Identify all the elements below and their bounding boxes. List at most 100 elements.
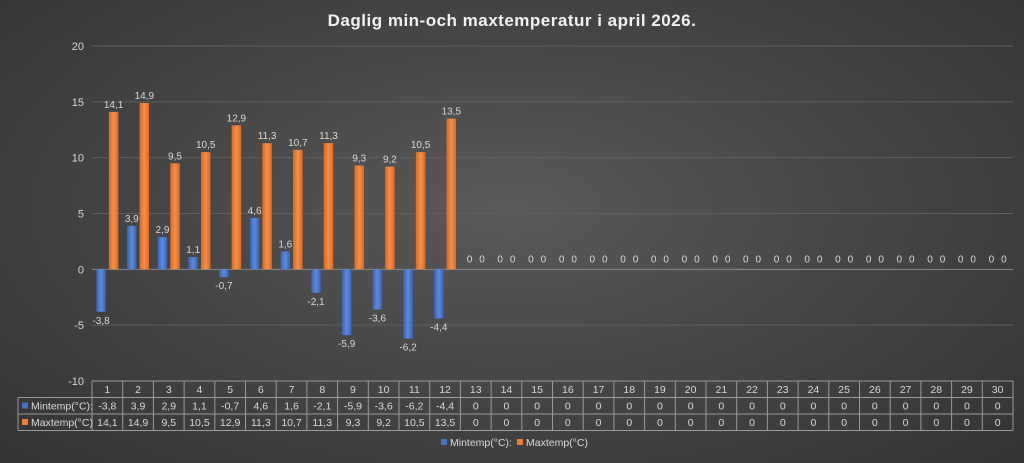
min-temp-label: -6,2	[399, 343, 417, 354]
min-temp-bar	[127, 225, 137, 270]
table-cell: 0	[504, 401, 510, 413]
table-cell: 0	[964, 401, 970, 413]
min-temp-bar	[372, 269, 383, 310]
table-header-cell: 7	[289, 384, 295, 396]
min-temp-bar	[403, 269, 413, 339]
max-temp-label: 0	[694, 254, 700, 265]
min-temp-bar	[280, 251, 291, 270]
table-cell: 0	[718, 401, 724, 413]
table-cell: 9,5	[161, 417, 176, 429]
min-temp-label: 0	[559, 254, 565, 265]
table-cell: 10,5	[189, 417, 210, 429]
table-cell: 0	[841, 417, 847, 429]
max-temp-label: 0	[663, 254, 669, 265]
table-header-cell: 26	[869, 384, 881, 396]
legend-label: Maxtemp(°C)	[526, 437, 588, 449]
table-cell: 0	[534, 417, 540, 429]
max-temp-bar	[139, 102, 150, 270]
table-cell: 0	[872, 417, 878, 429]
table-cell: 0	[780, 417, 786, 429]
min-temp-label: 0	[774, 254, 780, 265]
table-cell: 0	[933, 417, 939, 429]
max-temp-label: 0	[725, 254, 731, 265]
table-cell: -2,1	[313, 401, 331, 413]
table-cell: 11,3	[251, 417, 271, 429]
y-tick-label: 0	[78, 264, 84, 276]
table-legend-key	[22, 419, 28, 425]
min-temp-bar	[219, 269, 229, 278]
min-temp-label: 0	[590, 254, 596, 265]
table-cell: 0	[688, 401, 694, 413]
table-header-cell: 27	[900, 384, 912, 396]
table-header-cell: 16	[562, 384, 574, 396]
table-cell: 0	[964, 417, 970, 429]
min-temp-label: 0	[958, 254, 964, 265]
min-temp-label: 0	[835, 254, 841, 265]
max-temp-bar	[170, 163, 180, 270]
table-series-name: Maxtemp(°C)	[31, 417, 93, 429]
min-temp-bar	[96, 269, 106, 312]
table-cell: 0	[626, 401, 632, 413]
table-cell: 0	[596, 401, 602, 413]
table-header-cell: 9	[350, 384, 356, 396]
min-temp-label: -5,9	[338, 339, 356, 350]
y-tick-label: 20	[72, 41, 84, 53]
table-header-cell: 14	[501, 384, 513, 396]
max-temp-label: 11,3	[319, 131, 338, 142]
table-cell: 0	[504, 417, 510, 429]
table-cell: 0	[903, 401, 909, 413]
table-cell: -3,8	[98, 401, 116, 413]
min-temp-label: -3,8	[92, 316, 110, 327]
max-temp-bar	[262, 143, 272, 270]
min-temp-label: 1,6	[278, 239, 292, 250]
max-temp-bar	[385, 166, 395, 270]
table-cell: 11,3	[312, 417, 332, 429]
max-temp-label: 0	[940, 254, 946, 265]
table-cell: 9,3	[346, 417, 361, 429]
chart-title: Daglig min-och maxtemperatur i april 202…	[328, 11, 697, 30]
table-cell: 0	[995, 401, 1001, 413]
table-cell: -4,4	[436, 401, 454, 413]
min-temp-bar	[188, 257, 198, 270]
table-cell: 0	[565, 401, 571, 413]
legend: Mintemp(°C): Maxtemp(°C)	[441, 437, 588, 449]
max-temp-label: 13,5	[442, 107, 462, 118]
table-cell: -3,6	[375, 401, 393, 413]
min-temp-label: 0	[989, 254, 995, 265]
max-temp-label: 0	[909, 254, 915, 265]
max-temp-label: 0	[541, 254, 547, 265]
table-header-cell: 22	[746, 384, 758, 396]
legend-swatch	[441, 439, 447, 445]
table-cell: 3,9	[131, 401, 146, 413]
table-cell: 2,9	[161, 401, 176, 413]
table-cell: 0	[688, 417, 694, 429]
max-temp-bar	[200, 152, 211, 270]
min-temp-label: -2,1	[307, 297, 325, 308]
max-temp-label: 0	[817, 254, 823, 265]
legend-label: Mintemp(°C):	[450, 437, 512, 449]
table-cell: 9,2	[376, 417, 391, 429]
min-temp-label: 0	[497, 254, 503, 265]
table-header-cell: 23	[777, 384, 789, 396]
min-temp-label: 0	[804, 254, 810, 265]
table-cell: 0	[473, 417, 479, 429]
bars	[96, 102, 457, 339]
table-cell: 0	[780, 401, 786, 413]
max-temp-label: 0	[602, 254, 608, 265]
table-cell: -0,7	[221, 401, 239, 413]
table-cell: 0	[473, 401, 479, 413]
max-temp-bar	[293, 149, 303, 270]
table-header-cell: 3	[166, 384, 172, 396]
table-cell: 0	[565, 417, 571, 429]
table-header-cell: 8	[319, 384, 325, 396]
table-header-cell: 2	[135, 384, 141, 396]
table-cell: 0	[903, 417, 909, 429]
gridlines	[92, 45, 1013, 382]
table-cell: 1,1	[192, 401, 207, 413]
table-header-cell: 21	[716, 384, 728, 396]
table-header-cell: 10	[378, 384, 390, 396]
min-temp-label: 0	[620, 254, 626, 265]
max-temp-label: 0	[878, 254, 884, 265]
min-temp-label: 4,6	[248, 206, 262, 217]
min-temp-label: 0	[897, 254, 903, 265]
